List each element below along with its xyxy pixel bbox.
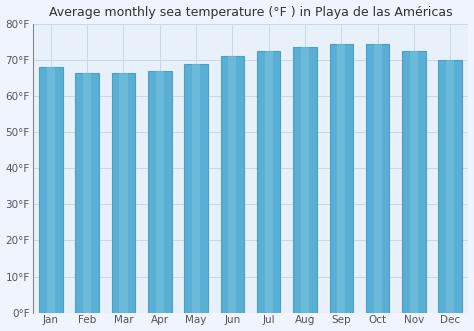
- Bar: [438, 60, 462, 313]
- Bar: [119, 72, 128, 313]
- Bar: [220, 56, 244, 313]
- Bar: [257, 51, 281, 313]
- Bar: [402, 51, 426, 313]
- Bar: [228, 56, 237, 313]
- Bar: [155, 71, 164, 313]
- Bar: [192, 64, 200, 313]
- Bar: [111, 72, 135, 313]
- Bar: [83, 72, 91, 313]
- Bar: [148, 71, 172, 313]
- Bar: [337, 44, 346, 313]
- Bar: [374, 44, 382, 313]
- Bar: [446, 60, 455, 313]
- Bar: [39, 67, 63, 313]
- Bar: [410, 51, 418, 313]
- Bar: [184, 64, 208, 313]
- Bar: [75, 72, 99, 313]
- Title: Average monthly sea temperature (°F ) in Playa de las Américas: Average monthly sea temperature (°F ) in…: [49, 6, 452, 19]
- Bar: [264, 51, 273, 313]
- Bar: [46, 67, 55, 313]
- Bar: [366, 44, 390, 313]
- Bar: [329, 44, 353, 313]
- Bar: [293, 47, 317, 313]
- Bar: [301, 47, 309, 313]
